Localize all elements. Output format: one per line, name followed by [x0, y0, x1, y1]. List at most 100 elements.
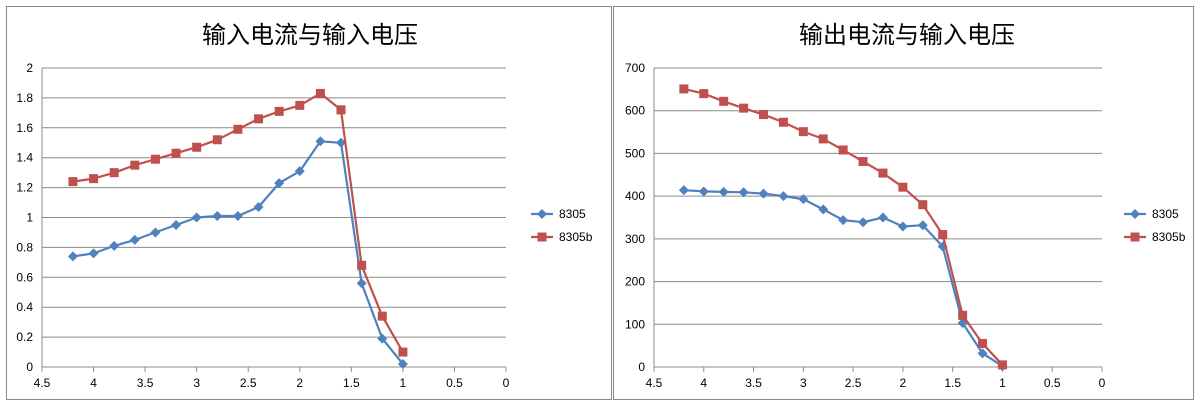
x-tick-label: 2.5 [240, 376, 257, 390]
y-tick-label: 0.4 [16, 300, 33, 314]
data-point-8305b [171, 148, 181, 158]
data-point-8305b [130, 160, 140, 170]
data-point-8305b [274, 106, 284, 116]
y-tick-label: 1.6 [16, 121, 33, 135]
data-point-8305b [699, 89, 709, 99]
x-tick-label: 1.5 [343, 376, 360, 390]
data-point-8305 [897, 221, 908, 232]
y-tick-label: 500 [625, 146, 645, 160]
x-tick-label: 0.5 [1044, 376, 1061, 390]
data-point-8305b [997, 360, 1007, 370]
data-point-8305 [129, 234, 140, 245]
data-point-8305 [798, 194, 809, 205]
y-tick-label: 1 [26, 211, 33, 225]
y-tick-label: 2 [26, 61, 33, 75]
data-point-8305 [274, 178, 285, 189]
x-tick-label: 2 [296, 376, 303, 390]
y-tick-label: 700 [625, 61, 645, 75]
chart-title: 输出电流与输入电压 [799, 21, 1015, 49]
data-point-8305b [68, 177, 78, 187]
data-point-8305 [171, 219, 182, 230]
x-tick-label: 0 [503, 376, 510, 390]
data-point-8305b [315, 88, 325, 98]
x-tick-label: 4 [90, 376, 97, 390]
data-point-8305b [336, 105, 346, 115]
series-8305 [678, 185, 1008, 372]
data-point-8305 [356, 278, 367, 289]
x-tick-label: 4.5 [646, 376, 663, 390]
data-point-8305 [917, 220, 928, 231]
legend-marker [1130, 232, 1140, 242]
data-point-8305b [212, 135, 222, 145]
data-point-8305 [778, 191, 789, 202]
x-tick-label: 0 [1099, 376, 1106, 390]
data-point-8305 [758, 188, 769, 199]
data-point-8305 [738, 187, 749, 198]
legend-entry-8305b: 8305b [531, 230, 593, 244]
legend-label: 8305 [1152, 207, 1179, 221]
x-tick-label: 4 [700, 376, 707, 390]
data-point-8305b [398, 347, 408, 357]
chart-output-current-svg: 输出电流与输入电压 0 100 200 300 400 500 600 700 4.5 4 3.5 3 2… [625, 21, 1186, 390]
data-point-8305b [150, 154, 160, 164]
data-point-8305 [109, 240, 120, 251]
chart-panel-output-current: 输出电流与输入电压 0 100 200 300 400 500 600 700 4.5 4 3.5 3 2… [613, 6, 1194, 400]
data-point-8305 [212, 211, 223, 222]
data-point-8305 [67, 251, 78, 262]
x-tick-label: 1.5 [944, 376, 961, 390]
data-point-8305 [698, 186, 709, 197]
data-point-8305 [718, 186, 729, 197]
data-point-8305b [759, 110, 769, 120]
legend-marker [537, 209, 547, 219]
data-point-8305 [88, 248, 99, 259]
data-point-8305 [150, 227, 161, 238]
data-point-8305b [818, 134, 828, 144]
legend-label: 8305b [559, 230, 593, 244]
data-point-8305b [89, 174, 99, 184]
y-tick-label: 0.6 [16, 270, 33, 284]
x-tick-label: 0.5 [446, 376, 463, 390]
data-point-8305b [233, 124, 243, 134]
y-tick-label: 1.8 [16, 91, 33, 105]
chart-title: 输入电流与输入电压 [202, 21, 418, 49]
data-point-8305b [295, 100, 305, 110]
data-point-8305b [918, 200, 928, 210]
data-point-8305 [397, 359, 408, 370]
series-8305b [68, 88, 408, 357]
legend-entry-8305: 8305 [1124, 207, 1179, 221]
data-point-8305b [938, 230, 948, 240]
y-tick-label: 400 [625, 189, 645, 203]
data-point-8305 [818, 204, 829, 215]
data-point-8305b [838, 145, 848, 155]
y-tick-label: 0 [26, 360, 33, 374]
chart-input-current-svg: 输入电流与输入电压 0 0.2 0.4 0.6 0.8 1 1.2 1.4 1.6 1.8 2 4.5 4… [16, 21, 593, 390]
y-tick-label: 100 [625, 317, 645, 331]
x-tick-label: 2 [900, 376, 907, 390]
data-point-8305b [192, 142, 202, 152]
data-point-8305b [719, 96, 729, 106]
series-8305 [67, 136, 408, 370]
data-point-8305b [798, 127, 808, 137]
y-tick-label: 0.8 [16, 240, 33, 254]
data-point-8305 [294, 166, 305, 177]
data-point-8305b [739, 103, 749, 113]
y-tick-label: 1.4 [16, 151, 33, 165]
x-tick-label: 3.5 [137, 376, 154, 390]
y-tick-label: 200 [625, 275, 645, 289]
legend-marker [537, 232, 547, 242]
data-point-8305 [191, 212, 202, 223]
data-point-8305b [978, 339, 988, 349]
data-point-8305b [858, 157, 868, 167]
data-point-8305b [254, 114, 264, 124]
data-point-8305 [838, 215, 849, 226]
x-tick-label: 3 [800, 376, 807, 390]
data-point-8305b [679, 84, 689, 94]
legend-entry-8305b: 8305b [1124, 230, 1186, 244]
x-tick-label: 1 [400, 376, 407, 390]
legend-entry-8305: 8305 [531, 207, 586, 221]
y-tick-label: 0 [638, 360, 645, 374]
data-point-8305 [315, 136, 326, 147]
x-tick-label: 2.5 [845, 376, 862, 390]
data-point-8305 [877, 212, 888, 223]
data-point-8305 [858, 217, 869, 228]
